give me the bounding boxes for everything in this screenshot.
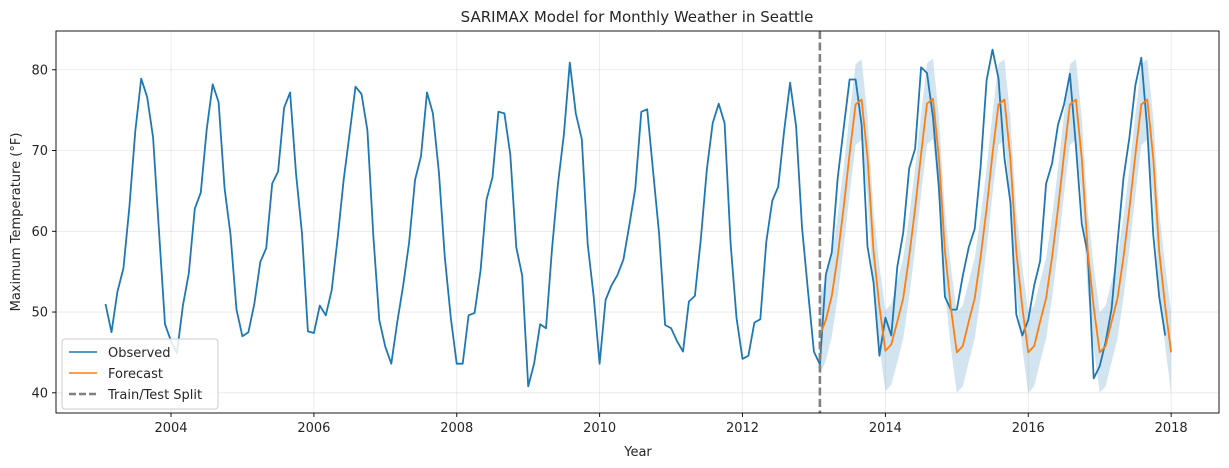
legend-box — [61, 338, 219, 410]
y-tick-label: 40 — [31, 386, 48, 401]
plot-frame — [55, 30, 1220, 414]
confidence-band — [819, 58, 1172, 393]
x-tick-label: 2018 — [1155, 421, 1188, 436]
chart-title: SARIMAX Model for Monthly Weather in Sea… — [461, 8, 814, 26]
x-tick-label: 2006 — [297, 421, 330, 436]
x-tick-label: 2004 — [154, 421, 187, 436]
x-tick-label: 2016 — [1012, 421, 1045, 436]
x-ticks: 2004 2006 2008 2010 2012 2014 2016 2018 — [154, 413, 1188, 436]
legend-label-observed: Observed — [108, 346, 171, 361]
y-ticks: 40 50 60 70 80 — [31, 63, 56, 401]
x-tick-label: 2012 — [726, 421, 759, 436]
legend: Observed Forecast Train/Test Split — [61, 338, 219, 410]
series-layer — [104, 31, 1172, 413]
legend-label-split: Train/Test Split — [107, 388, 202, 403]
y-tick-label: 70 — [31, 144, 48, 159]
grid-layer — [56, 31, 1219, 413]
observed-series-line — [104, 48, 1167, 388]
forecast-series-line — [819, 97, 1172, 354]
x-tick-label: 2008 — [440, 421, 473, 436]
y-tick-label: 80 — [31, 63, 48, 78]
confidence-interval-layer — [819, 58, 1172, 393]
x-tick-label: 2014 — [869, 421, 902, 436]
y-tick-label: 50 — [31, 306, 48, 321]
y-tick-label: 60 — [31, 225, 48, 240]
legend-label-forecast: Forecast — [108, 367, 163, 382]
x-tick-label: 2010 — [583, 421, 616, 436]
y-axis-title: Maximum Temperature (°F) — [9, 133, 24, 312]
x-axis-title: Year — [623, 445, 652, 460]
